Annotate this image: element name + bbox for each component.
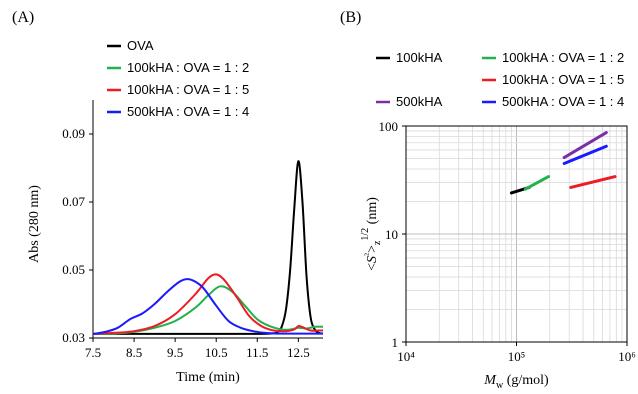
legend-label-b-3: 500kHA [396,94,443,109]
series-line-b-1 [523,175,551,191]
x-tick-label: 12.5 [287,345,310,360]
legend-label-b-1: 100kHA : OVA = 1 : 2 [502,50,624,65]
legend-label-a-2: 100kHA : OVA = 1 : 5 [127,82,249,97]
series-line-a-2 [92,273,323,335]
x-tick-label: 8.5 [126,345,142,360]
series-line-b-2 [569,175,617,189]
x-tick-label: 10⁵ [508,349,526,364]
y-tick-label: 10 [385,227,398,242]
y-tick-label: 1 [392,335,399,350]
legend-label-a-1: 100kHA : OVA = 1 : 2 [127,60,249,75]
x-tick-label: 10⁴ [397,349,415,364]
x-tick-label: 10.5 [205,345,228,360]
series-line-a-1 [92,285,324,335]
chromatogram-chart: 7.5 8.5 9.5 10.5 11.5 12.5 0.03 0.05 0.07 0.09 Tim… [27,38,324,385]
legend-label-a-3: 500kHA : OVA = 1 : 4 [127,104,249,119]
panel-b-label: (B) [340,9,361,26]
radius-of-gyration-chart: 10⁴ 10⁵ 10⁶ 1 10 100 Mw (g/mol) <S²>z1/2 (nm) 10… [360,50,636,391]
series-line-b-3 [562,131,608,160]
series-line-b-4 [562,144,608,165]
legend-label-b-4: 500kHA : OVA = 1 : 4 [502,94,624,109]
y-tick-label: 0.03 [62,330,85,345]
y-axis-label: <S²>z1/2 (nm) [360,197,383,271]
legend-label-b-0: 100kHA [396,50,443,65]
x-tick-label: 10⁶ [618,349,636,364]
y-tick-label: 0.07 [62,194,85,209]
x-axis-label: Time (min) [176,370,240,385]
panel-a-label: (A) [12,9,34,26]
y-tick-label: 100 [379,119,399,134]
x-axis-label: Mw (g/mol) [483,373,549,391]
y-axis-label: Abs (280 nm) [27,185,42,263]
legend-label-a-0: OVA [127,38,154,53]
y-tick-label: 0.05 [62,262,85,277]
x-tick-label: 11.5 [246,345,268,360]
y-tick-label: 0.09 [62,126,85,141]
x-tick-label: 7.5 [85,345,101,360]
series-line-a-0 [92,160,324,335]
series-line-a-3 [92,278,323,335]
x-tick-label: 9.5 [167,345,183,360]
legend-label-b-2: 100kHA : OVA = 1 : 5 [502,72,624,87]
